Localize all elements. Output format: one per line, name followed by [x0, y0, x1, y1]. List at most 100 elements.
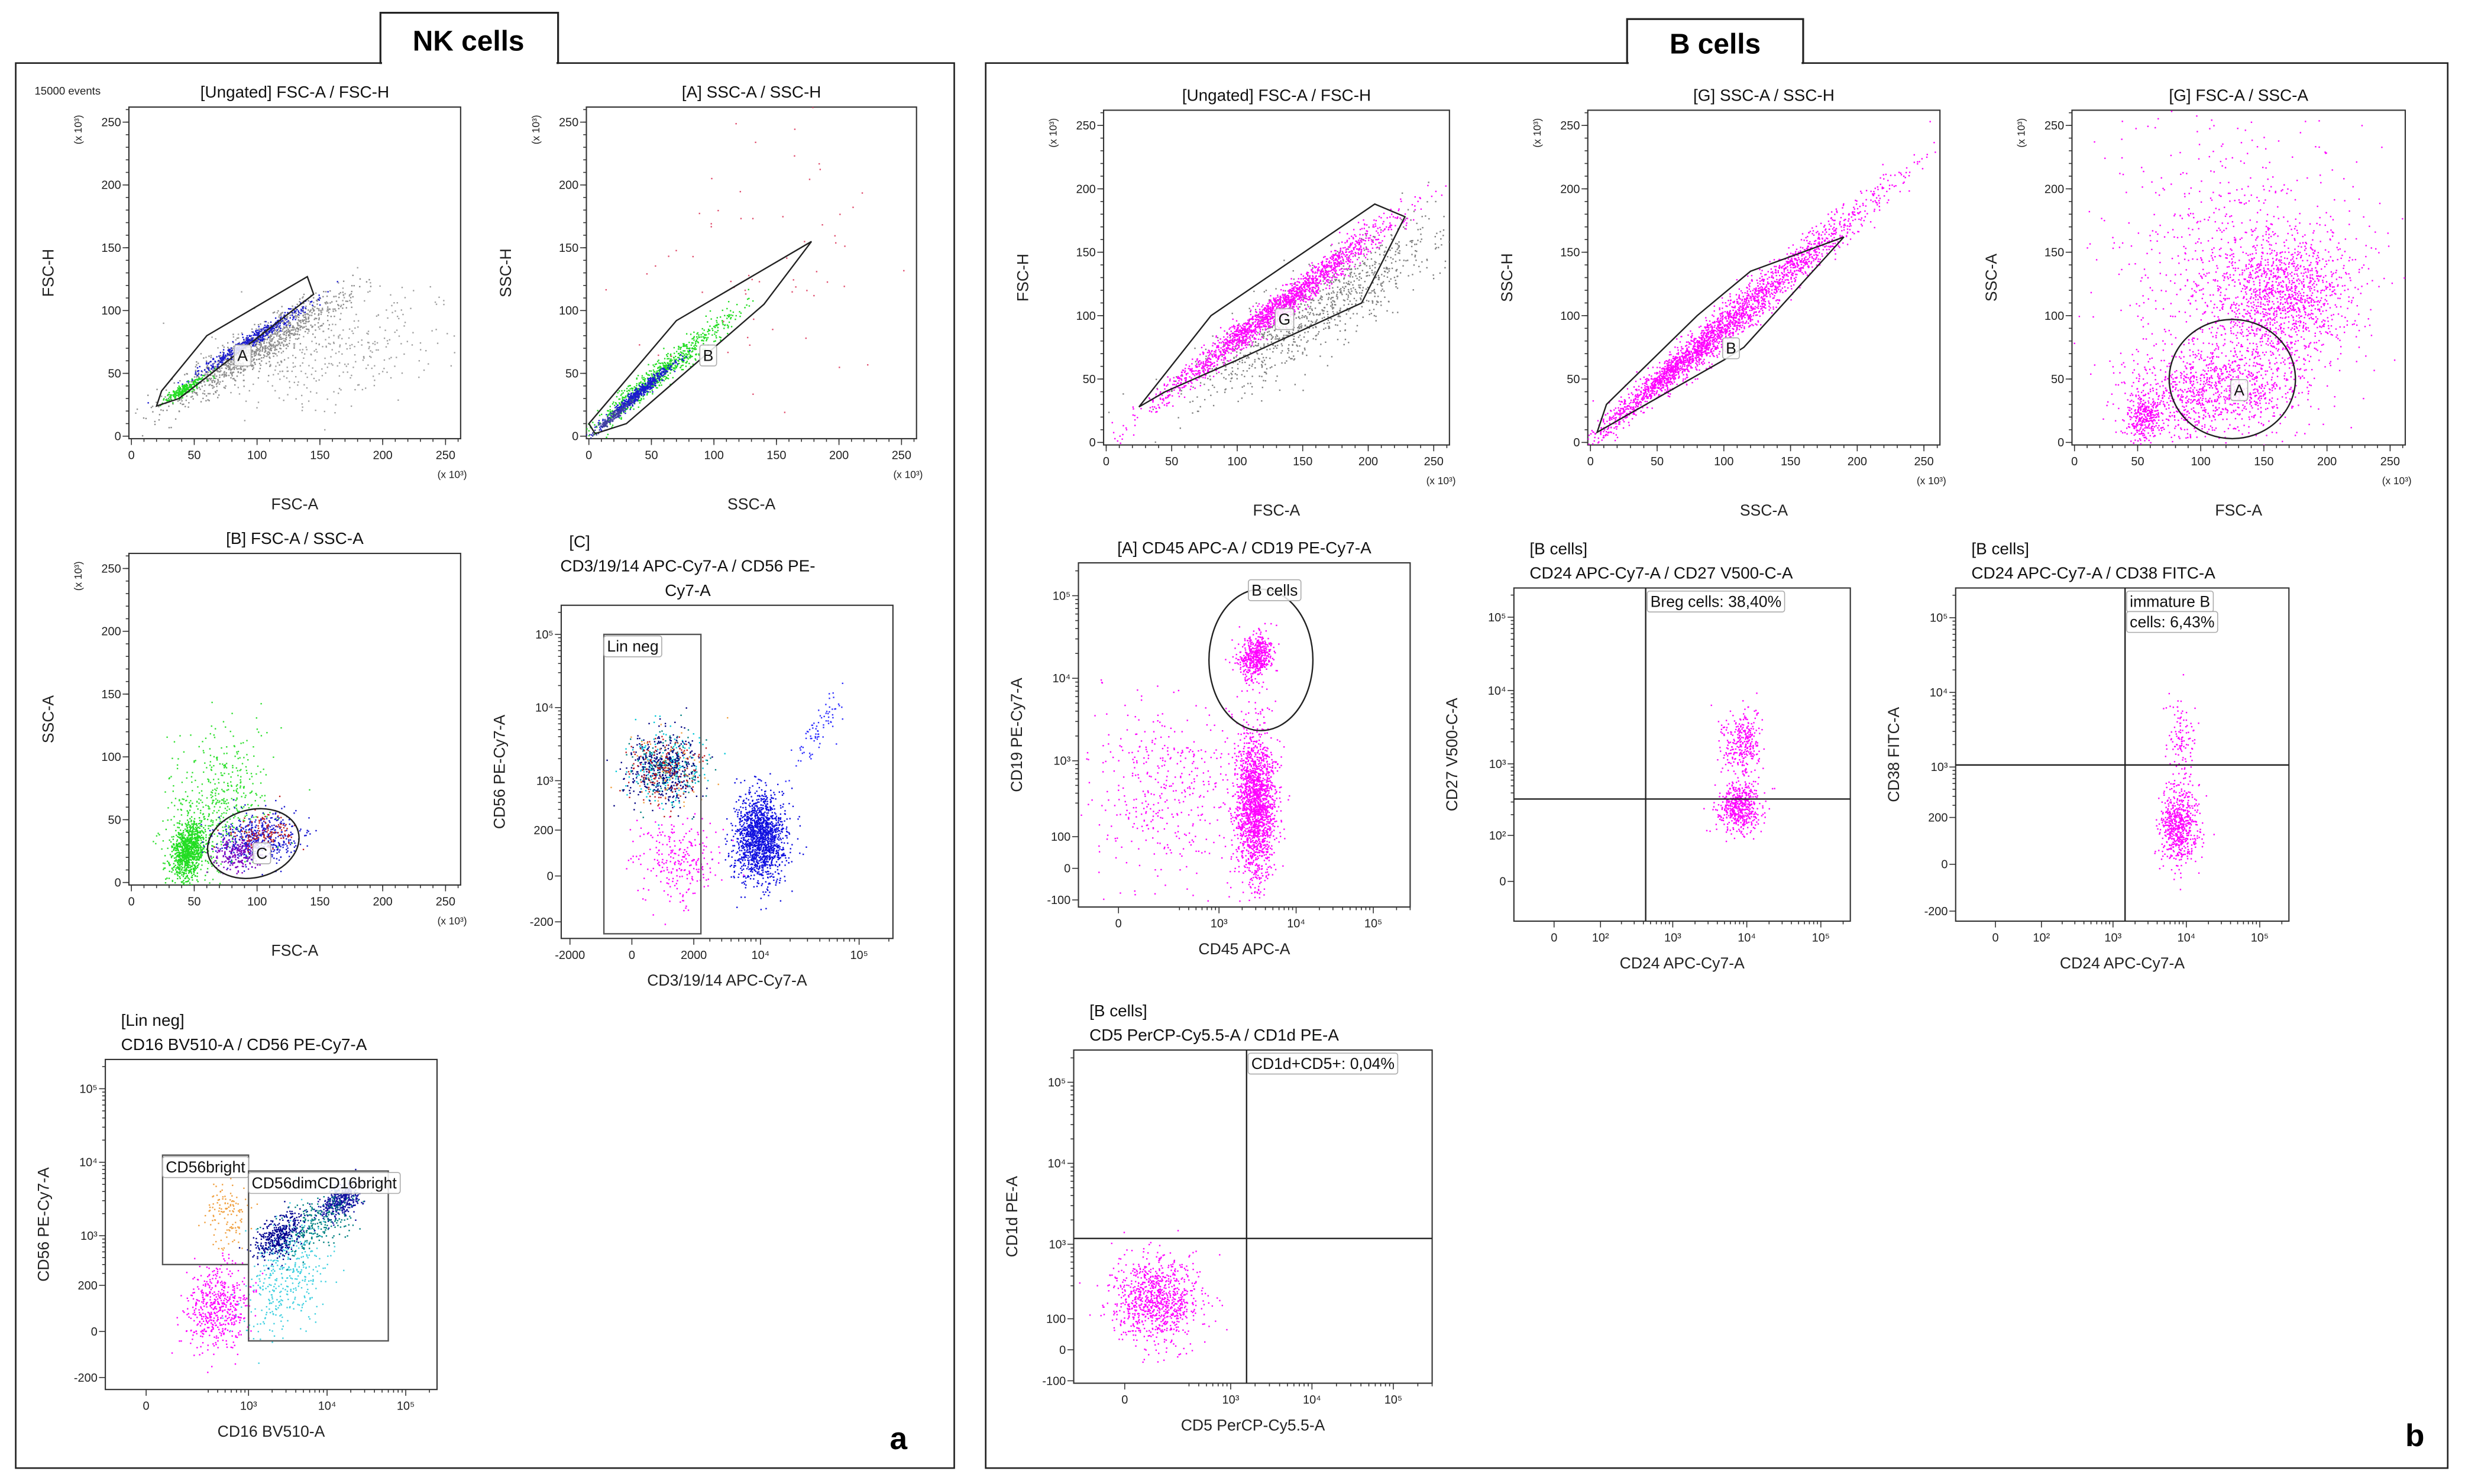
- data-point: [174, 391, 176, 393]
- data-point: [300, 394, 303, 397]
- data-point: [187, 860, 189, 861]
- data-point: [716, 331, 718, 333]
- data-point: [207, 374, 209, 376]
- data-point: [257, 341, 259, 343]
- data-point: [234, 755, 236, 757]
- data-point: [270, 348, 272, 350]
- data-point: [673, 357, 675, 359]
- data-point: [173, 394, 174, 396]
- data-point: [707, 328, 710, 331]
- data-point: [269, 357, 271, 359]
- data-point: [623, 407, 625, 409]
- polygon-gate[interactable]: [155, 276, 315, 407]
- data-point: [178, 410, 180, 413]
- data-point: [189, 833, 190, 835]
- data-point: [816, 271, 818, 273]
- data-point: [195, 382, 197, 384]
- data-point: [195, 779, 196, 782]
- data-point: [199, 836, 201, 838]
- data-point: [342, 294, 345, 296]
- data-point: [643, 394, 645, 396]
- data-point: [195, 827, 197, 828]
- data-point: [663, 373, 665, 375]
- data-point: [211, 378, 212, 380]
- data-point: [378, 373, 380, 375]
- data-point: [196, 831, 199, 833]
- data-point: [174, 882, 176, 884]
- data-point: [607, 414, 609, 416]
- data-point: [312, 309, 314, 310]
- data-point: [192, 852, 194, 854]
- data-point: [191, 390, 193, 393]
- data-point: [305, 320, 307, 322]
- data-point: [334, 308, 336, 310]
- data-point: [286, 377, 288, 379]
- data-point: [201, 371, 203, 373]
- data-point: [212, 385, 213, 387]
- data-point: [185, 853, 187, 855]
- data-point: [231, 840, 233, 843]
- data-point: [186, 824, 188, 827]
- data-point: [338, 387, 341, 390]
- data-point: [659, 370, 661, 371]
- data-point: [211, 384, 213, 387]
- data-point: [342, 329, 344, 331]
- data-point: [182, 848, 184, 851]
- data-point: [669, 364, 672, 365]
- polygon-gate[interactable]: [588, 241, 813, 435]
- data-point: [175, 393, 177, 394]
- data-point: [273, 352, 276, 354]
- data-point: [283, 340, 285, 342]
- data-point: [674, 364, 676, 367]
- data-point: [297, 328, 300, 330]
- data-point: [412, 332, 414, 333]
- data-point: [252, 368, 254, 370]
- data-point: [292, 307, 294, 309]
- data-point: [180, 853, 182, 854]
- data-point: [180, 832, 182, 835]
- data-point: [198, 856, 200, 858]
- data-point: [315, 342, 318, 345]
- data-point: [263, 342, 265, 344]
- data-point: [215, 792, 216, 794]
- data-point: [289, 315, 292, 316]
- data-point: [251, 360, 253, 362]
- data-point: [174, 846, 176, 848]
- data-point: [180, 872, 182, 874]
- data-point: [290, 329, 292, 331]
- data-point: [269, 331, 271, 333]
- data-point: [714, 326, 716, 329]
- data-point: [196, 835, 198, 837]
- data-point: [225, 803, 227, 805]
- data-point: [184, 853, 186, 854]
- data-point: [226, 843, 228, 845]
- data-point: [345, 343, 347, 345]
- data-point: [279, 325, 281, 327]
- data-point: [293, 333, 295, 335]
- data-point: [180, 834, 182, 835]
- data-point: [194, 832, 196, 835]
- data-point: [185, 855, 186, 857]
- data-point: [614, 417, 616, 419]
- data-point: [619, 398, 621, 400]
- data-point: [623, 411, 625, 413]
- data-point: [227, 342, 229, 344]
- data-point: [616, 416, 619, 417]
- data-point: [623, 403, 625, 405]
- data-point: [234, 815, 236, 817]
- data-point: [198, 863, 200, 865]
- data-point: [338, 335, 339, 338]
- data-point: [193, 873, 195, 876]
- data-point: [282, 320, 284, 322]
- data-point: [196, 876, 198, 877]
- data-point: [694, 342, 697, 345]
- data-point: [196, 856, 198, 858]
- data-point: [651, 380, 654, 383]
- data-point: [321, 312, 323, 313]
- data-point: [219, 352, 221, 354]
- data-point: [645, 387, 647, 388]
- data-point: [283, 332, 285, 333]
- data-point: [748, 297, 750, 300]
- data-point: [263, 354, 265, 356]
- plot-area: [128, 552, 461, 886]
